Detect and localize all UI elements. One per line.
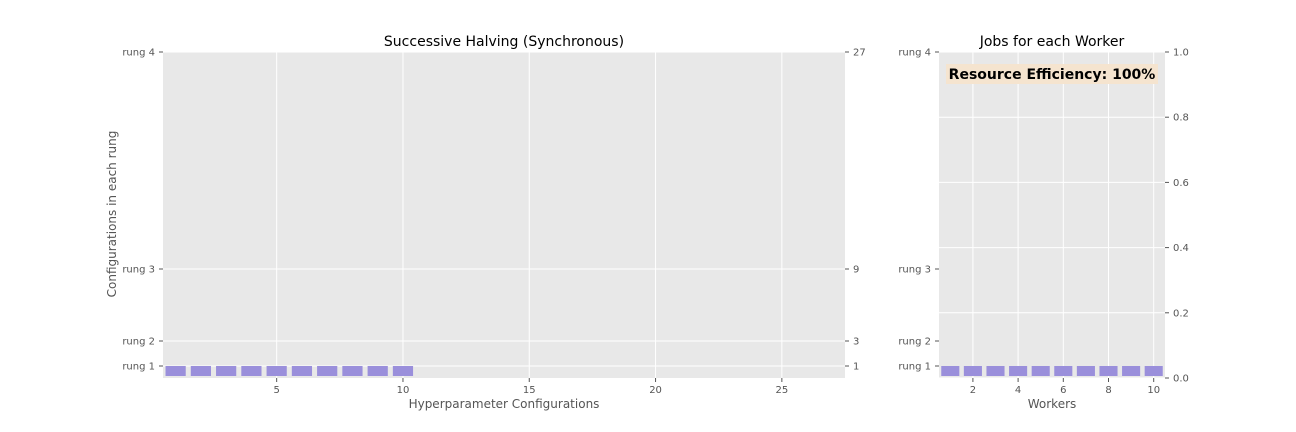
right-x-tick-label: 10 [1147, 385, 1160, 396]
right-right-tick-label: 0.4 [1173, 243, 1189, 254]
left-x-axis-label: Hyperparameter Configurations [409, 397, 600, 411]
resource-efficiency-badge [946, 64, 1158, 84]
left-ticks: 5 10 15 20 25 rung 1 1 rung 2 3 rung 3 9 rung 4 27 [122, 48, 865, 397]
left-plot-background [163, 52, 845, 378]
left-bar [317, 366, 338, 376]
right-bar [941, 366, 960, 376]
right-left-tick-label: rung 2 [898, 337, 931, 348]
right-bar [1054, 366, 1073, 376]
right-bar [1122, 366, 1141, 376]
right-bar [963, 366, 982, 376]
left-bar [342, 366, 363, 376]
left-x-tick-label: 20 [649, 385, 662, 396]
right-x-tick-label: 6 [1060, 385, 1066, 396]
left-bar [165, 366, 186, 376]
left-bar [367, 366, 388, 376]
left-bar [216, 366, 237, 376]
left-right-tick-label: 1 [853, 362, 859, 373]
right-x-tick-label: 8 [1105, 385, 1111, 396]
right-left-tick-label: rung 3 [898, 265, 931, 276]
right-right-tick-label: 0.6 [1173, 178, 1189, 189]
jobs-per-worker-chart: 2 4 6 8 10 rung 1 rung 2 rung 3 rung 4 0.0 0.2 0.4 0… [898, 34, 1189, 411]
left-y-tick-label: rung 2 [122, 337, 155, 348]
right-bar [1031, 366, 1050, 376]
right-bars [941, 366, 1163, 376]
right-chart-title: Jobs for each Worker [979, 34, 1125, 50]
right-x-axis-label: Workers [1028, 397, 1077, 411]
left-y-tick-label: rung 3 [122, 265, 155, 276]
left-x-tick-label: 25 [775, 385, 788, 396]
right-right-tick-label: 0.8 [1173, 113, 1189, 124]
left-x-tick-label: 15 [523, 385, 536, 396]
left-bar [190, 366, 211, 376]
right-bar [1099, 366, 1118, 376]
right-left-tick-label: rung 1 [898, 362, 931, 373]
left-bars [165, 366, 414, 376]
left-y-tick-label: rung 4 [122, 48, 155, 59]
left-bar [291, 366, 313, 376]
left-x-tick-label: 5 [273, 385, 279, 396]
left-x-tick-label: 10 [397, 385, 410, 396]
left-bar [392, 366, 414, 376]
right-right-tick-label: 0.0 [1173, 374, 1189, 385]
right-left-tick-label: rung 4 [898, 48, 931, 59]
right-bar [1144, 366, 1163, 376]
right-right-tick-label: 0.2 [1173, 308, 1189, 319]
right-grid [939, 51, 1165, 379]
left-chart-title: Successive Halving (Synchronous) [384, 34, 624, 50]
right-bar [986, 366, 1005, 376]
right-bar [1076, 366, 1095, 376]
right-plot-background [939, 52, 1165, 378]
right-x-tick-label: 2 [970, 385, 976, 396]
right-bar [1009, 366, 1028, 376]
right-x-tick-label: 4 [1015, 385, 1021, 396]
left-right-tick-label: 27 [853, 48, 866, 59]
left-right-tick-label: 9 [853, 265, 859, 276]
left-y-tick-label: rung 1 [122, 362, 155, 373]
left-right-tick-label: 3 [853, 337, 859, 348]
resource-efficiency-text: Resource Efficiency: 100% [949, 67, 1156, 83]
successive-halving-chart: 5 10 15 20 25 rung 1 1 rung 2 3 rung 3 9 rung 4 27 S… [105, 34, 866, 411]
right-right-tick-label: 1.0 [1173, 48, 1189, 59]
left-y-axis-label: Configurations in each rung [105, 131, 119, 298]
right-ticks: 2 4 6 8 10 rung 1 rung 2 rung 3 rung 4 0.0 0.2 0.4 0… [898, 48, 1189, 397]
left-bar [241, 366, 262, 376]
left-bar [266, 366, 287, 376]
